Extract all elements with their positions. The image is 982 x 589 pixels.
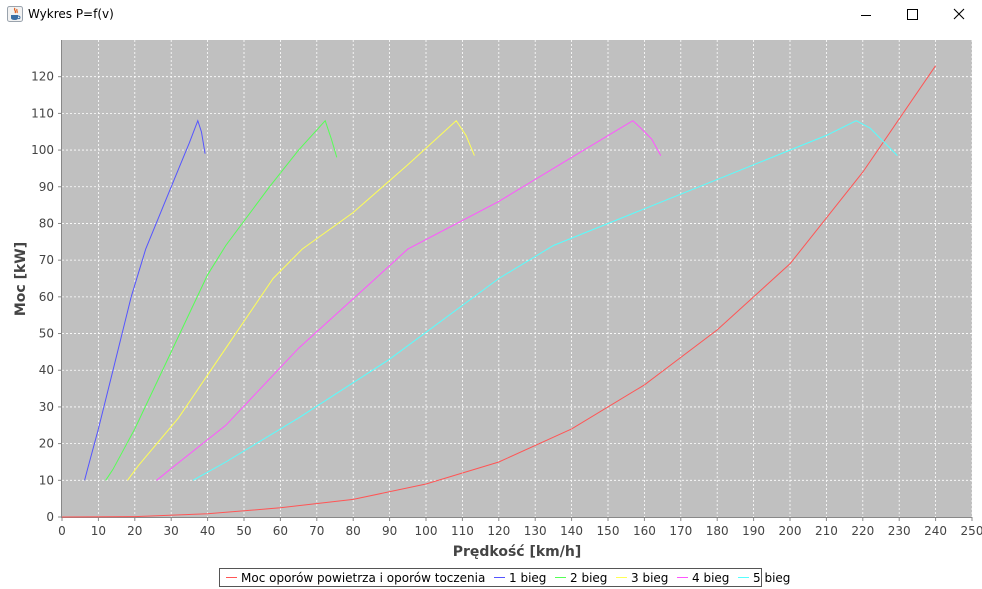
x-tick-label: 190 (742, 524, 765, 538)
y-tick-label: 50 (39, 327, 54, 341)
minimize-button[interactable] (843, 0, 889, 30)
y-tick-label: 90 (39, 180, 54, 194)
x-tick-label: 230 (888, 524, 911, 538)
legend-swatch (738, 577, 749, 578)
x-tick-label: 250 (961, 524, 982, 538)
x-tick-label: 160 (633, 524, 656, 538)
close-button[interactable] (936, 0, 982, 30)
legend-swatch (616, 577, 627, 578)
x-tick-label: 170 (669, 524, 692, 538)
x-tick-label: 50 (236, 524, 251, 538)
legend-label: 1 bieg (509, 571, 547, 585)
x-tick-label: 110 (451, 524, 474, 538)
series-line-4 (156, 120, 662, 481)
plot-area (62, 40, 972, 517)
x-tick-label: 0 (58, 524, 66, 538)
x-tick-label: 210 (815, 524, 838, 538)
y-tick-label: 40 (39, 363, 54, 377)
x-tick-label: 130 (524, 524, 547, 538)
y-tick-label: 20 (39, 437, 54, 451)
legend-label: 5 bieg (753, 571, 791, 585)
x-tick-label: 150 (597, 524, 620, 538)
close-icon (953, 8, 965, 20)
x-tick-label: 180 (706, 524, 729, 538)
series-line-3 (127, 119, 475, 481)
x-tick-label: 100 (415, 524, 438, 538)
x-tick-label: 90 (382, 524, 397, 538)
x-tick-label: 40 (200, 524, 215, 538)
x-tick-label: 70 (309, 524, 324, 538)
y-tick-label: 30 (39, 400, 54, 414)
x-tick-label: 60 (273, 524, 288, 538)
legend-label: 4 bieg (692, 571, 730, 585)
chart: 0 10 20 30 40 50 60 70 80 90 100 110 120 130 140 150 160… (13, 40, 982, 560)
java-icon (7, 6, 23, 22)
legend-swatch (677, 577, 688, 578)
x-tick-label: 80 (346, 524, 361, 538)
maximize-button[interactable] (889, 0, 935, 30)
y-tick-label: 110 (31, 106, 54, 120)
series-line-1 (84, 119, 206, 481)
series-line-0 (61, 65, 937, 518)
y-tick-label: 100 (31, 143, 54, 157)
y-tick-label: 70 (39, 253, 54, 267)
axes (61, 40, 972, 518)
legend-label: Moc oporów powietrza i oporów toczenia (241, 571, 486, 585)
window-title: Wykres P=f(v) (28, 7, 114, 21)
legend-label: 3 bieg (631, 571, 669, 585)
x-tick-label: 120 (487, 524, 510, 538)
x-tick-label: 140 (560, 524, 583, 538)
series-line-5 (192, 120, 898, 481)
legend-swatch (555, 577, 566, 578)
legend-label: 2 bieg (570, 571, 608, 585)
legend-swatch (226, 577, 237, 578)
x-tick-label: 10 (91, 524, 106, 538)
y-tick-label: 80 (39, 216, 54, 230)
series-lines (61, 65, 937, 518)
series-line-2 (105, 119, 338, 481)
legend-swatch (494, 577, 505, 578)
maximize-icon (907, 9, 918, 20)
x-tick-label: 220 (851, 524, 874, 538)
title-bar: Wykres P=f(v) (0, 0, 982, 30)
minimize-icon (861, 15, 871, 16)
y-tick-label: 10 (39, 473, 54, 487)
y-tick-label: 0 (46, 510, 54, 524)
x-tick-label: 20 (127, 524, 142, 538)
y-axis-label: Moc [kW] (13, 242, 29, 316)
x-tick-label: 200 (779, 524, 802, 538)
x-axis-ticks: 0 10 20 30 40 50 60 70 80 90 100 110 120 130 140 150 160… (58, 517, 982, 538)
gridlines (62, 40, 973, 517)
legend: Moc oporów powietrza i oporów toczenia 1 … (219, 568, 790, 587)
y-axis-ticks: 0 10 20 30 40 50 60 70 80 90 100 110 120 (31, 70, 62, 524)
x-tick-label: 30 (164, 524, 179, 538)
x-tick-label: 240 (924, 524, 947, 538)
y-tick-label: 120 (31, 70, 54, 84)
y-tick-label: 60 (39, 290, 54, 304)
x-axis-label: Prędkość [km/h] (453, 544, 582, 560)
